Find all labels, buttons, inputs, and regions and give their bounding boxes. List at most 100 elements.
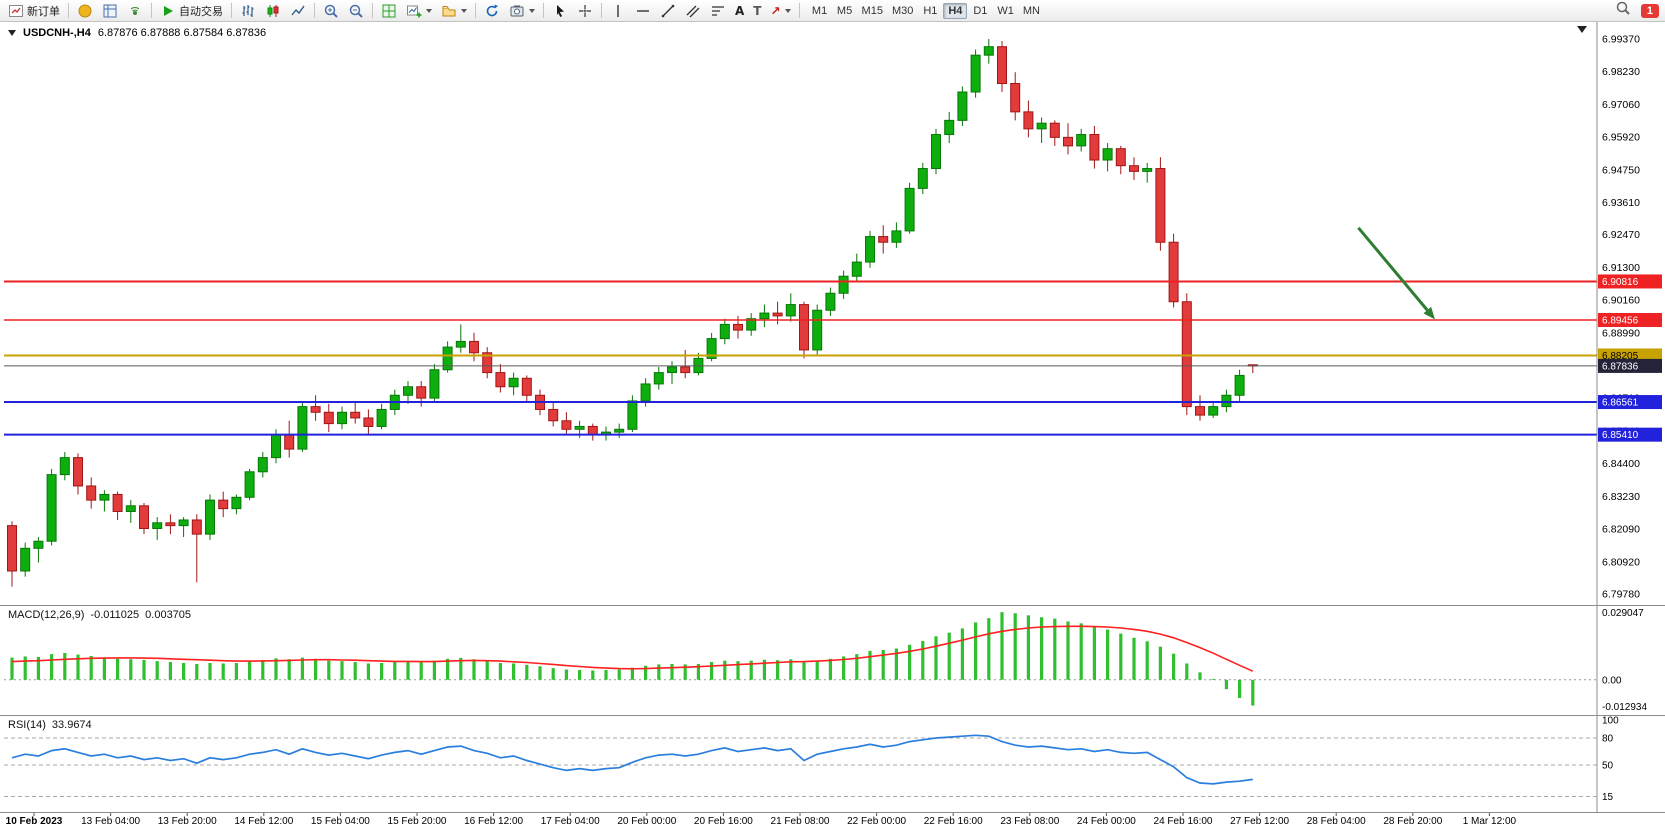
- screenshot-button[interactable]: [505, 1, 539, 21]
- candle-body: [1208, 406, 1219, 416]
- price-axis-label: 6.79780: [1602, 589, 1640, 601]
- macd-axis-label: 0.029047: [1602, 608, 1644, 619]
- cursor-button[interactable]: [548, 1, 572, 21]
- tile-windows-icon: [381, 3, 397, 19]
- macd-pane[interactable]: [0, 606, 1597, 714]
- market-watch-button[interactable]: [98, 1, 122, 21]
- pane-separator-main-macd[interactable]: [0, 605, 1665, 606]
- timeframe-button-mn[interactable]: MN: [1019, 3, 1044, 19]
- timeframe-button-m5[interactable]: M5: [833, 3, 857, 19]
- chart-shift-marker[interactable]: [1577, 26, 1587, 33]
- resistance-line-1-price-tag: 6.90816: [1598, 274, 1662, 289]
- text-button[interactable]: A: [731, 1, 748, 21]
- toolbar-separator: [314, 3, 315, 18]
- profiles-button[interactable]: [437, 1, 471, 21]
- price-axis-label: 6.84400: [1602, 458, 1640, 470]
- candle-body: [310, 406, 321, 413]
- crosshair-button[interactable]: [573, 1, 597, 21]
- rsi-pane[interactable]: [0, 716, 1597, 812]
- text-label-button[interactable]: T: [749, 1, 765, 21]
- candle-body: [231, 496, 242, 510]
- signals-button[interactable]: [123, 1, 147, 21]
- price-axis[interactable]: [1597, 22, 1665, 812]
- time-axis[interactable]: [0, 812, 1665, 837]
- rsi-axis-label: 15: [1602, 792, 1614, 803]
- price-axis-label: 6.88990: [1602, 328, 1640, 340]
- candle-body: [244, 471, 255, 498]
- horizontal-line-icon: [635, 3, 651, 19]
- candle-body: [73, 457, 83, 487]
- candlestick-chart-button[interactable]: [261, 1, 285, 21]
- candle-body: [640, 383, 651, 402]
- time-axis-labels: 10 Feb 2023 13 Feb 04:00 13 Feb 20:00 14 Fe…: [6, 812, 1517, 827]
- time-axis-label: 24 Feb 00:00: [1077, 816, 1136, 827]
- down-arrow-annotation[interactable]: [1357, 226, 1435, 320]
- line-chart-button[interactable]: [286, 1, 310, 21]
- candle-body: [1049, 122, 1060, 138]
- toolbar-separator: [372, 3, 373, 18]
- tile-windows-button[interactable]: [377, 1, 401, 21]
- one-click-trading-toggle[interactable]: [8, 30, 16, 36]
- zoom-out-button[interactable]: [344, 1, 368, 21]
- fibonacci-button[interactable]: [706, 1, 730, 21]
- trendline-button[interactable]: [656, 1, 680, 21]
- svg-text:6.85410: 6.85410: [1602, 430, 1639, 441]
- candle-body: [548, 408, 559, 422]
- time-axis-label: 17 Feb 04:00: [541, 816, 600, 827]
- price-axis-label: 6.80920: [1602, 556, 1640, 568]
- candle-body: [812, 309, 823, 351]
- auto-trading-button[interactable]: 自动交易: [156, 1, 227, 21]
- candle-body: [1076, 134, 1087, 147]
- mql5-community-button[interactable]: [73, 1, 97, 21]
- macd-value: -0.011025: [90, 609, 140, 621]
- macd-indicator: [4, 612, 1597, 706]
- main-price-pane[interactable]: [0, 22, 1597, 605]
- timeframe-button-h4[interactable]: H4: [943, 2, 968, 19]
- search-icon[interactable]: [1615, 0, 1631, 21]
- new-chart-button[interactable]: [402, 1, 436, 21]
- candle-body: [218, 499, 229, 510]
- new-chart-icon: [406, 3, 422, 19]
- zoom-in-button[interactable]: [319, 1, 343, 21]
- candle-body: [944, 119, 955, 136]
- new-order-button[interactable]: 新订单: [4, 1, 64, 21]
- chart-title-ohlc: 6.87876 6.87888 6.87584 6.87836: [97, 27, 267, 39]
- vertical-line-button[interactable]: [606, 1, 630, 21]
- timeframe-button-h1[interactable]: H1: [918, 3, 942, 19]
- timeframe-button-d1[interactable]: D1: [968, 3, 992, 19]
- candle-body: [125, 505, 136, 512]
- refresh-button[interactable]: [480, 1, 504, 21]
- candle-body: [838, 275, 849, 294]
- channel-button[interactable]: [681, 1, 705, 21]
- candle-body: [165, 522, 176, 527]
- time-axis-label: 16 Feb 12:00: [464, 816, 523, 827]
- time-axis-label: 20 Feb 00:00: [617, 816, 676, 827]
- rsi-axis-label: 100: [1602, 716, 1619, 727]
- notification-badge[interactable]: 1: [1640, 3, 1659, 18]
- line-chart-icon: [290, 3, 306, 19]
- candle-body: [495, 372, 506, 388]
- market-watch-icon: [102, 3, 118, 19]
- candle-body: [561, 420, 572, 430]
- arrows-button[interactable]: ↗: [766, 1, 794, 21]
- candle-body: [1234, 374, 1245, 396]
- candle-body: [1036, 122, 1047, 130]
- candle-body: [46, 474, 57, 542]
- candle-body: [1155, 168, 1166, 243]
- horizontal-line-button[interactable]: [631, 1, 655, 21]
- candle-body: [1063, 136, 1073, 147]
- play-icon: [160, 3, 176, 19]
- candle-body: [746, 318, 757, 331]
- bar-chart-button[interactable]: [236, 1, 260, 21]
- text-tool-icon: A: [735, 3, 745, 18]
- timeframe-button-m30[interactable]: M30: [888, 3, 917, 19]
- candle-body: [482, 352, 493, 374]
- candle-body: [759, 312, 770, 320]
- label-tool-icon: T: [753, 3, 762, 18]
- candle-body: [574, 425, 585, 430]
- timeframe-button-w1[interactable]: W1: [993, 3, 1018, 19]
- timeframe-button-m15[interactable]: M15: [858, 3, 887, 19]
- timeframe-button-m1[interactable]: M1: [808, 3, 832, 19]
- pane-separator-macd-rsi[interactable]: [0, 715, 1665, 716]
- macd-axis-label: -0.012934: [1602, 702, 1647, 713]
